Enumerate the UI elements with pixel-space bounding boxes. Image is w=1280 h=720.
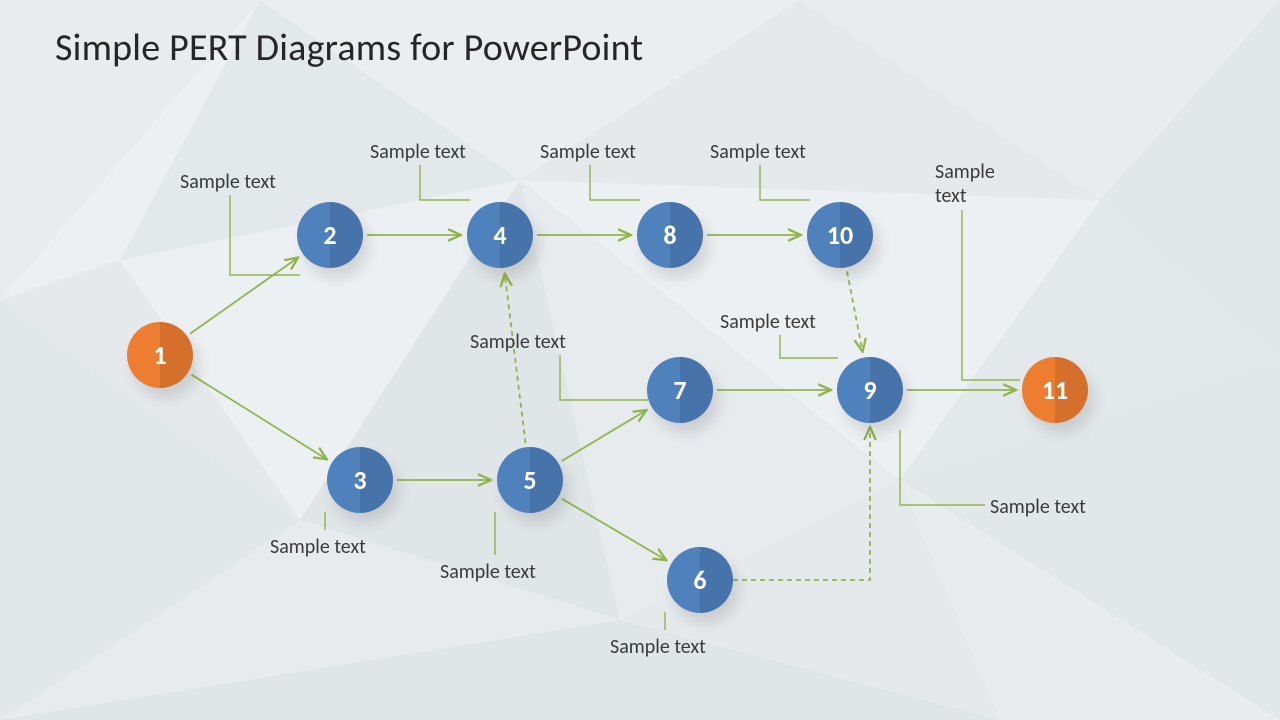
callout-text-10: Sample text: [990, 495, 1086, 519]
node-5: 5: [497, 447, 563, 513]
slide-title: Simple PERT Diagrams for PowerPoint: [55, 25, 643, 71]
callout-text-7: Sample text: [470, 330, 566, 354]
callout-text-4: Sample text: [935, 160, 995, 208]
node-1: 1: [127, 322, 193, 388]
node-label: 8: [663, 219, 676, 251]
node-label: 7: [673, 374, 686, 406]
node-9: 9: [837, 357, 903, 423]
node-label: 9: [863, 374, 876, 406]
node-3: 3: [327, 447, 393, 513]
node-label: 11: [1042, 374, 1068, 406]
node-label: 4: [493, 219, 506, 251]
node-6: 6: [667, 547, 733, 613]
node-label: 10: [827, 219, 853, 251]
node-label: 3: [353, 464, 366, 496]
node-2: 2: [297, 202, 363, 268]
node-4: 4: [467, 202, 533, 268]
pert-diagram-slide: Simple PERT Diagrams for PowerPoint 1 2 3 4…: [0, 0, 1280, 720]
node-11: 11: [1022, 357, 1088, 423]
callout-text-9: Sample text: [610, 635, 706, 659]
callout-text-0: Sample text: [180, 170, 276, 194]
callout-text-3: Sample text: [710, 140, 806, 164]
node-8: 8: [637, 202, 703, 268]
node-label: 2: [323, 219, 336, 251]
node-label: 1: [153, 339, 166, 371]
callout-text-6: Sample text: [440, 560, 536, 584]
node-10: 10: [807, 202, 873, 268]
node-label: 5: [523, 464, 536, 496]
node-7: 7: [647, 357, 713, 423]
callout-text-5: Sample text: [270, 535, 366, 559]
node-label: 6: [693, 564, 706, 596]
callout-text-1: Sample text: [370, 140, 466, 164]
callout-text-2: Sample text: [540, 140, 636, 164]
callout-text-8: Sample text: [720, 310, 816, 334]
